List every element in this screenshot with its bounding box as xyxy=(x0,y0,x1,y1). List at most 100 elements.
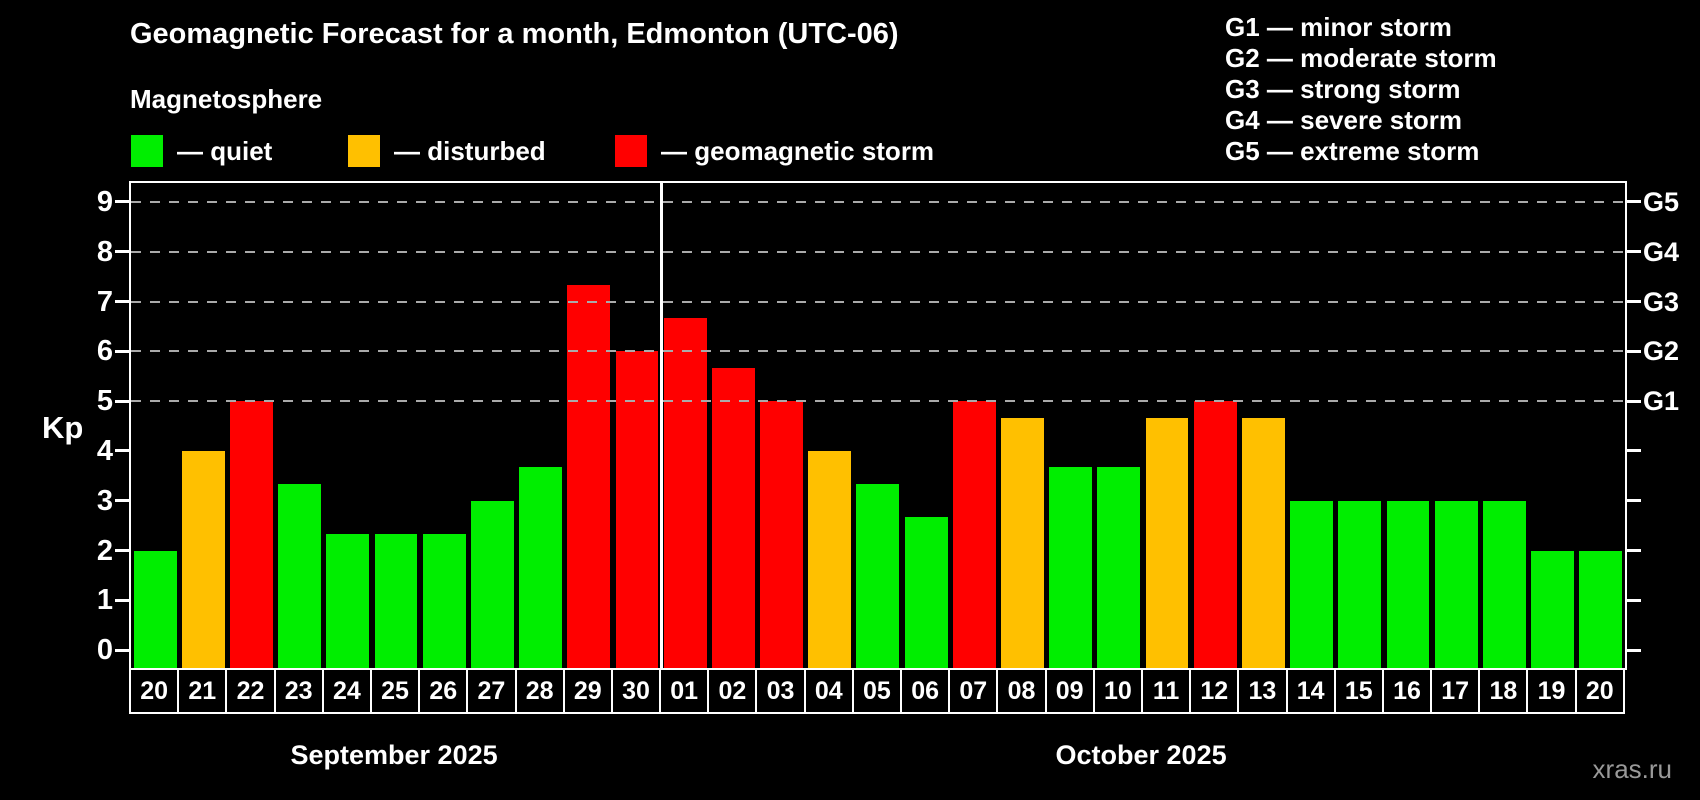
kp-bar-day-24-quiet xyxy=(326,534,370,668)
y-tick-left-7 xyxy=(115,300,129,304)
kp-bar-day-21-disturbed xyxy=(181,450,225,668)
kp-bar-day-14-quiet xyxy=(1290,500,1334,668)
y-tick-label-6: 6 xyxy=(96,335,113,368)
month-label-october: October 2025 xyxy=(1055,740,1227,770)
disturbed-color-swatch xyxy=(348,135,380,167)
right-axis-label-G3: G3 xyxy=(1643,286,1680,317)
y-tick-right-5 xyxy=(1627,399,1641,403)
kp-bar-day-11-disturbed xyxy=(1145,417,1189,668)
bar-cell-day-14 xyxy=(1288,183,1336,668)
day-label-18: 18 xyxy=(1480,668,1529,714)
gridline-kp8 xyxy=(131,250,1625,253)
month-label-row: September 2025 October 2025 xyxy=(129,740,1623,771)
bar-cell-day-20 xyxy=(1577,183,1625,668)
y-tick-label-2: 2 xyxy=(96,534,113,567)
bar-cell-day-19 xyxy=(1528,183,1576,668)
y-tick-label-7: 7 xyxy=(96,285,113,318)
kp-bar-day-27-quiet xyxy=(470,500,514,668)
y-tick-left-0 xyxy=(115,648,129,652)
day-label-17: 17 xyxy=(1432,668,1481,714)
plot-area: 0 1 2 3 4 5 6 7 8 9 G1 G2 G3 G4 G5 xyxy=(97,181,1679,670)
y-tick-left-3 xyxy=(115,499,129,503)
day-label-20: 20 xyxy=(131,668,180,714)
bar-cell-day-13 xyxy=(1239,183,1287,668)
day-label-06: 06 xyxy=(902,668,951,714)
chart-subtitle: Magnetosphere xyxy=(130,84,323,114)
day-label-08: 08 xyxy=(998,668,1047,714)
day-label-29: 29 xyxy=(564,668,613,714)
day-label-28: 28 xyxy=(516,668,565,714)
gridline-kp5 xyxy=(131,400,1625,403)
y-tick-right-7 xyxy=(1627,300,1641,304)
y-tick-left-9 xyxy=(115,200,129,204)
storm-scale-legend-line: G2 — moderate storm xyxy=(1225,43,1497,73)
chart-title: Geomagnetic Forecast for a month, Edmont… xyxy=(130,18,899,50)
bar-cell-day-26 xyxy=(420,183,468,668)
bar-cell-day-05 xyxy=(854,183,902,668)
legend-label-quiet: — quiet xyxy=(177,135,273,166)
bar-cell-day-03 xyxy=(757,183,805,668)
day-label-10: 10 xyxy=(1094,668,1143,714)
right-axis-label-G5: G5 xyxy=(1643,186,1680,217)
day-label-13: 13 xyxy=(1239,668,1288,714)
bar-cell-day-12 xyxy=(1191,183,1239,668)
y-tick-right-9 xyxy=(1627,200,1641,204)
kp-bar-day-18-quiet xyxy=(1482,500,1526,668)
month-label-september: September 2025 xyxy=(290,740,498,770)
bar-cell-day-01 xyxy=(661,183,709,668)
storm-scale-legend-line: G1 — minor storm xyxy=(1225,12,1452,42)
day-label-24: 24 xyxy=(323,668,372,714)
kp-bar-day-03-storm xyxy=(760,401,803,668)
kp-bar-day-05-quiet xyxy=(856,484,900,668)
day-label-03: 03 xyxy=(757,668,806,714)
day-label-20: 20 xyxy=(1576,668,1625,714)
kp-bar-day-30-storm xyxy=(615,351,659,668)
y-axis-label: Kp xyxy=(42,410,84,445)
storm-scale-legend: G1 — minor storm G2 — moderate storm G3 — … xyxy=(1225,12,1497,167)
day-label-02: 02 xyxy=(709,668,758,714)
y-tick-right-8 xyxy=(1627,250,1641,254)
kp-bar-day-15-quiet xyxy=(1338,500,1382,668)
bars xyxy=(131,183,1625,668)
day-label-15: 15 xyxy=(1335,668,1384,714)
kp-bar-day-19-quiet xyxy=(1531,550,1574,668)
y-tick-label-0: 0 xyxy=(96,634,113,667)
kp-bar-day-16-quiet xyxy=(1386,500,1430,668)
kp-bar-day-23-quiet xyxy=(278,484,322,668)
y-tick-right-3 xyxy=(1627,499,1641,503)
day-label-07: 07 xyxy=(950,668,999,714)
y-tick-right-0 xyxy=(1627,648,1641,652)
right-axis-label-G4: G4 xyxy=(1643,236,1680,267)
right-axis-label-G2: G2 xyxy=(1643,336,1680,367)
gridline-kp9 xyxy=(131,200,1625,203)
bar-cell-day-02 xyxy=(709,183,757,668)
kp-bar-day-12-storm xyxy=(1193,401,1237,668)
legend-item-disturbed: — disturbed xyxy=(348,134,546,168)
day-label-30: 30 xyxy=(612,668,662,714)
kp-bar-day-25-quiet xyxy=(374,534,418,668)
bar-cell-day-22 xyxy=(227,183,275,668)
y-tick-right-6 xyxy=(1627,349,1641,353)
y-tick-left-5 xyxy=(115,399,129,403)
legend-label-storm: — geomagnetic storm xyxy=(661,135,935,166)
y-tick-left-8 xyxy=(115,250,129,254)
y-tick-right-2 xyxy=(1627,549,1641,552)
y-tick-left-1 xyxy=(115,598,129,602)
bar-cell-day-10 xyxy=(1095,183,1143,668)
bar-cell-day-24 xyxy=(324,183,372,668)
y-tick-label-5: 5 xyxy=(96,385,113,418)
y-tick-label-9: 9 xyxy=(96,185,113,218)
storm-color-swatch xyxy=(615,135,647,167)
day-label-01: 01 xyxy=(661,668,710,714)
kp-bar-day-20-quiet xyxy=(133,550,177,668)
day-label-16: 16 xyxy=(1383,668,1433,714)
bar-cell-day-29 xyxy=(565,183,613,668)
bar-cell-day-17 xyxy=(1432,183,1480,668)
day-label-09: 09 xyxy=(1046,668,1095,714)
kp-bar-day-22-storm xyxy=(230,401,273,668)
bar-cell-day-30 xyxy=(613,183,661,668)
bar-cell-day-11 xyxy=(1143,183,1191,668)
kp-bar-day-09-quiet xyxy=(1049,467,1093,668)
bar-cell-day-18 xyxy=(1480,183,1528,668)
bar-cell-day-21 xyxy=(179,183,227,668)
